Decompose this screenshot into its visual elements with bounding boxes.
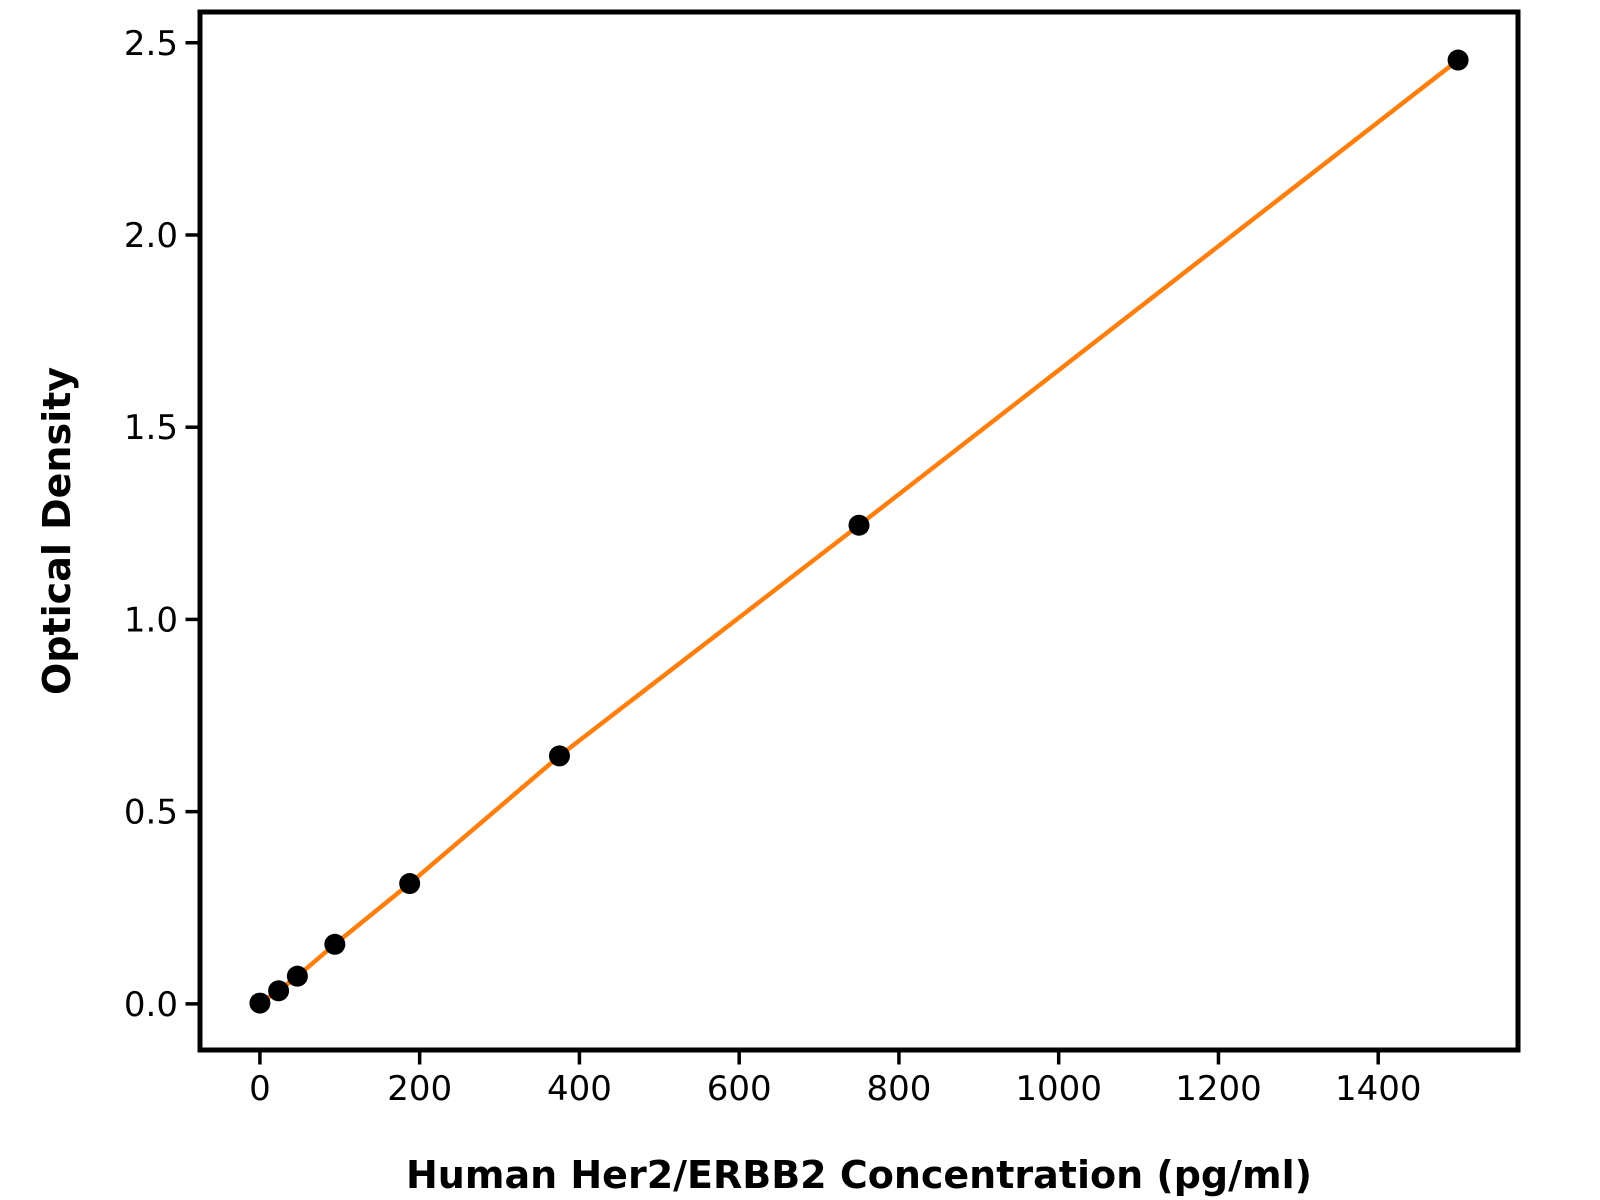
x-tick-label: 200 [387,1069,452,1109]
x-tick-label: 400 [547,1069,612,1109]
y-tick-label: 0.5 [124,793,178,833]
data-point-marker [848,514,870,536]
y-tick-label: 2.5 [124,24,178,64]
x-tick-label: 0 [249,1069,271,1109]
y-ticks-group: 0.0 0.5 1.0 1.5 2.0 2.5 [124,24,198,1025]
x-ticks-group: 0 200 400 600 800 1000 1200 1400 [249,1052,1422,1109]
data-point-marker [268,980,290,1002]
data-point-marker [286,965,308,987]
x-tick-label: 1000 [1015,1069,1102,1109]
x-tick-label: 1200 [1175,1069,1262,1109]
data-point-marker [249,992,271,1014]
data-point-marker [1447,49,1469,71]
x-tick-label: 1400 [1335,1069,1422,1109]
y-tick-label: 1.0 [124,600,178,640]
data-point-marker [324,933,346,955]
y-axis-title: Optical Density [35,367,79,695]
y-tick-label: 0.0 [124,985,178,1025]
x-axis-title: Human Her2/ERBB2 Concentration (pg/ml) [406,1153,1312,1197]
x-tick-label: 600 [707,1069,772,1109]
x-tick-label: 800 [866,1069,931,1109]
y-tick-label: 1.5 [124,408,178,448]
y-tick-label: 2.0 [124,216,178,256]
data-point-marker [548,745,570,767]
data-point-marker [399,873,421,895]
plot-frame [197,9,1521,1053]
series-group [249,49,1469,1014]
